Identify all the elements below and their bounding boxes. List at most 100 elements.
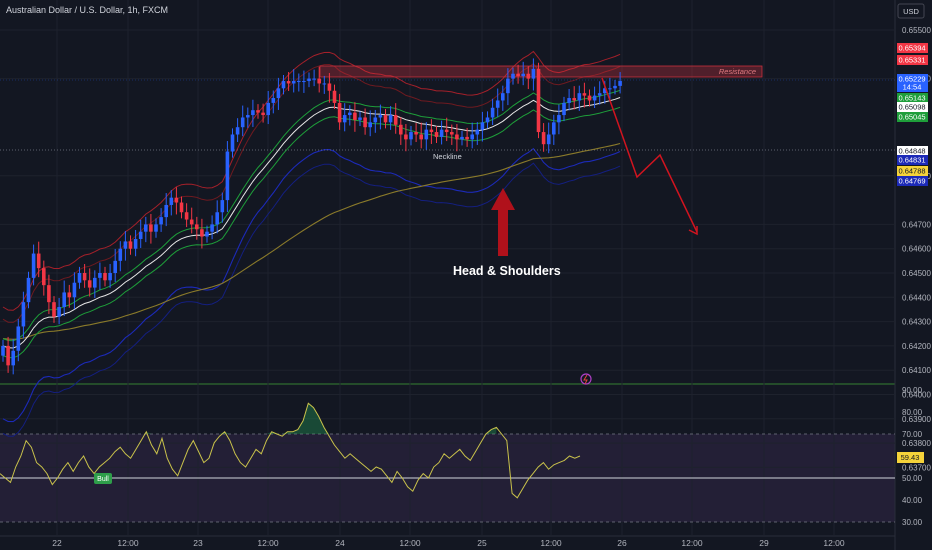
price-tag-label: 0.64831 bbox=[898, 156, 925, 165]
rsi-current-value-label: 59.43 bbox=[901, 453, 920, 462]
candle-body bbox=[557, 115, 561, 123]
candle-body bbox=[210, 224, 214, 232]
candle-body bbox=[383, 115, 388, 123]
candle-body bbox=[195, 224, 199, 230]
candle-body bbox=[174, 197, 179, 203]
bearish-projection-line bbox=[601, 77, 698, 233]
price-tag bbox=[897, 146, 928, 156]
candle-body bbox=[108, 273, 112, 281]
candle-body bbox=[307, 78, 311, 82]
volatility-band-lower-inner-line bbox=[2, 162, 621, 437]
candle-body bbox=[1, 345, 5, 356]
candle-body bbox=[123, 241, 128, 249]
candle-body bbox=[113, 260, 117, 273]
candle-body bbox=[317, 78, 321, 84]
price-tag bbox=[897, 93, 928, 103]
candle-body bbox=[62, 292, 66, 308]
candle-body bbox=[455, 134, 459, 140]
price-axis-tick-label: 0.64000 bbox=[902, 391, 931, 400]
ema-center-line bbox=[2, 97, 621, 349]
price-tag-label: 0.64769 bbox=[898, 177, 925, 186]
candle-body bbox=[327, 83, 332, 91]
candle-body bbox=[450, 132, 454, 135]
lightning-icon[interactable] bbox=[580, 373, 592, 385]
time-axis[interactable]: 22 12:00 23 12:00 24 12:00 25 12:00 26 12:00 29 12:… bbox=[52, 538, 845, 548]
resistance-label: Resistance bbox=[719, 67, 756, 76]
resistance-zone[interactable] bbox=[319, 65, 763, 78]
candle-body bbox=[429, 129, 434, 133]
candle-body bbox=[526, 73, 531, 79]
candle-body bbox=[582, 93, 587, 96]
candle-body bbox=[378, 115, 383, 118]
rsi-axis-tick-label: 70.00 bbox=[902, 430, 923, 439]
candle-body bbox=[36, 253, 41, 269]
price-axis-tick-label: 0.63800 bbox=[902, 439, 931, 448]
candle-body bbox=[577, 93, 582, 101]
price-tag bbox=[897, 43, 928, 53]
candle-body bbox=[592, 95, 597, 101]
candle-body bbox=[281, 81, 286, 89]
candle-body bbox=[404, 134, 408, 140]
candle-body bbox=[154, 224, 158, 232]
candle-body bbox=[72, 282, 77, 298]
price-tag-label: 0.64788 bbox=[898, 167, 925, 176]
candle-body bbox=[159, 217, 163, 225]
candle-body bbox=[506, 78, 510, 94]
candle-body bbox=[31, 253, 36, 278]
candle-body bbox=[363, 117, 367, 128]
candle-body bbox=[439, 129, 444, 137]
candle-body bbox=[205, 231, 209, 237]
currency-button-label: USD bbox=[903, 7, 919, 16]
currency-button[interactable] bbox=[897, 3, 925, 19]
candle-body bbox=[220, 200, 225, 213]
ema-envelope-lower-line bbox=[2, 106, 621, 359]
candle-body bbox=[485, 117, 490, 123]
rsi-axis-tick-label: 40.00 bbox=[902, 496, 923, 505]
candle-body bbox=[138, 231, 143, 239]
neckline-label: Neckline bbox=[433, 152, 462, 161]
price-axis-tick-label: 0.63900 bbox=[902, 415, 931, 424]
rsi-current-value-tag bbox=[897, 452, 924, 463]
candle-body bbox=[393, 115, 398, 125]
candle-body bbox=[144, 224, 148, 232]
price-axis-tick-label: 0.64300 bbox=[902, 318, 931, 327]
candlestick-series bbox=[1, 58, 622, 375]
candle-body bbox=[541, 132, 546, 145]
rsi-axis-tick-label: 80.00 bbox=[902, 408, 923, 417]
candle-body bbox=[388, 115, 393, 123]
candle-body bbox=[93, 277, 97, 288]
chart-title: Australian Dollar / U.S. Dollar, 1h, FXC… bbox=[6, 5, 168, 15]
candle-body bbox=[297, 81, 301, 83]
candle-body bbox=[444, 129, 449, 133]
candle-body bbox=[256, 110, 260, 113]
candle-body bbox=[291, 81, 296, 84]
candle-body bbox=[276, 88, 281, 99]
candle-body bbox=[562, 102, 566, 116]
time-axis-tick-label: 12:00 bbox=[681, 538, 703, 548]
time-axis-tick-label: 12:00 bbox=[257, 538, 279, 548]
candle-body bbox=[475, 129, 480, 135]
candle-body bbox=[302, 81, 306, 83]
rsi-axis[interactable]: 90.00 80.00 70.00 50.00 40.00 30.00 bbox=[902, 386, 923, 527]
candle-body bbox=[200, 229, 204, 237]
candle-body bbox=[169, 197, 174, 205]
candle-body bbox=[286, 81, 291, 84]
candle-body bbox=[342, 115, 347, 123]
candle-body bbox=[21, 302, 26, 327]
candle-body bbox=[67, 292, 72, 298]
price-tag-label: 0.65394 bbox=[898, 44, 925, 53]
volatility-band-upper-line bbox=[2, 50, 621, 311]
price-axis-tick-label: 0.64700 bbox=[902, 220, 931, 229]
rsi-overbought-fill bbox=[146, 403, 497, 434]
candle-body bbox=[337, 102, 342, 123]
candle-body bbox=[332, 90, 337, 103]
candle-body bbox=[42, 268, 46, 286]
candle-body bbox=[490, 107, 495, 118]
candle-body bbox=[98, 273, 102, 278]
candle-body bbox=[77, 273, 82, 283]
candle-body bbox=[271, 98, 276, 103]
candle-body bbox=[179, 202, 184, 213]
price-tag-label: 0.65098 bbox=[898, 103, 925, 112]
